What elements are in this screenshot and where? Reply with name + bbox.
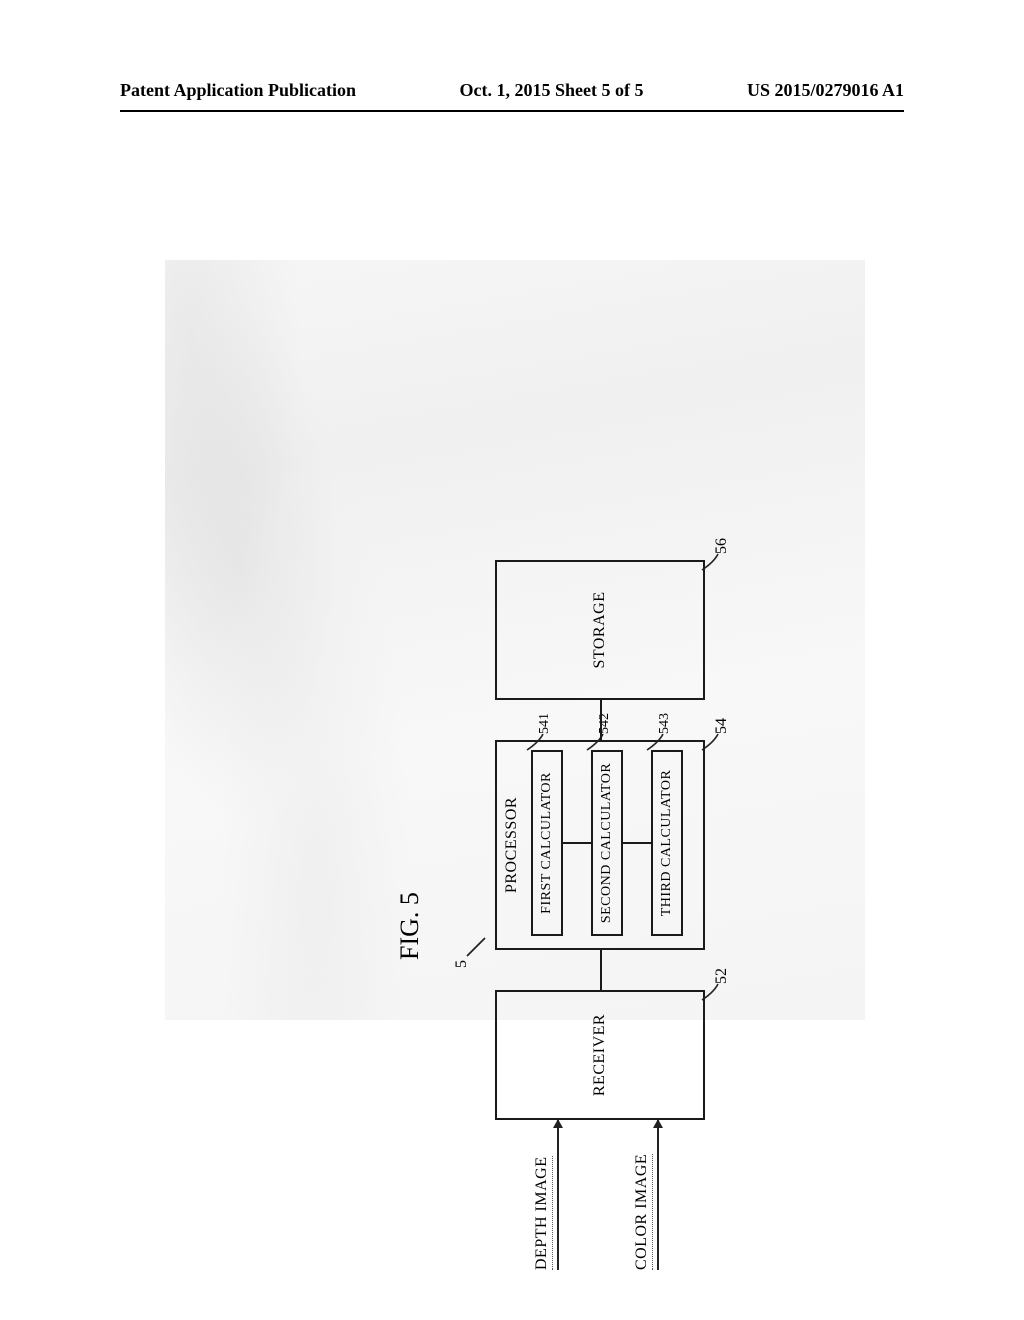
rotated-diagram: FIG. 5 5 DEPTH IMAGE COLOR IMAGE RECEIV	[605, 550, 785, 910]
processor-box: PROCESSOR FIRST CALCULATOR SECOND CALCUL…	[495, 740, 705, 950]
header-right: US 2015/0279016 A1	[747, 80, 904, 101]
conn-sub2-sub3	[623, 842, 651, 844]
system-ref: 5	[453, 960, 471, 968]
input-depth-arrow	[557, 1120, 559, 1270]
figure-area: FIG. 5 5 DEPTH IMAGE COLOR IMAGE RECEIV	[165, 260, 865, 1020]
third-calculator-box: THIRD CALCULATOR	[651, 750, 683, 936]
storage-ref: 56	[713, 538, 731, 554]
sub3-ref-lead	[645, 732, 665, 752]
receiver-label: RECEIVER	[591, 992, 609, 1118]
header-rule	[120, 110, 904, 112]
receiver-ref-lead	[700, 982, 720, 1002]
processor-ref-lead	[700, 732, 720, 752]
sub1-ref: 541	[537, 713, 553, 734]
conn-sub1-sub2	[563, 842, 591, 844]
sub2-ref-lead	[585, 732, 605, 752]
processor-label: PROCESSOR	[503, 742, 521, 948]
storage-label: STORAGE	[591, 562, 609, 698]
header-left: Patent Application Publication	[120, 80, 356, 101]
diagram-content: FIG. 5 5 DEPTH IMAGE COLOR IMAGE RECEIV	[425, 550, 785, 1270]
figure-title: FIG. 5	[395, 892, 425, 960]
receiver-ref: 52	[713, 968, 731, 984]
system-ref-lead	[465, 934, 489, 958]
second-calculator-box: SECOND CALCULATOR	[591, 750, 623, 936]
sub1-ref-lead	[525, 732, 545, 752]
receiver-box: RECEIVER	[495, 990, 705, 1120]
page: Patent Application Publication Oct. 1, 2…	[0, 0, 1024, 1320]
page-header: Patent Application Publication Oct. 1, 2…	[0, 80, 1024, 101]
first-calculator-box: FIRST CALCULATOR	[531, 750, 563, 936]
input-color-label: COLOR IMAGE	[633, 1154, 651, 1270]
input-color-arrow	[657, 1120, 659, 1270]
conn-processor-storage	[600, 700, 602, 740]
sub3-ref: 543	[657, 713, 673, 734]
header-center: Oct. 1, 2015 Sheet 5 of 5	[460, 80, 644, 101]
input-depth-label: DEPTH IMAGE	[533, 1157, 551, 1271]
scan-texture	[165, 260, 415, 1020]
storage-ref-lead	[700, 552, 720, 572]
conn-receiver-processor	[600, 950, 602, 990]
processor-ref: 54	[713, 718, 731, 734]
storage-box: STORAGE	[495, 560, 705, 700]
